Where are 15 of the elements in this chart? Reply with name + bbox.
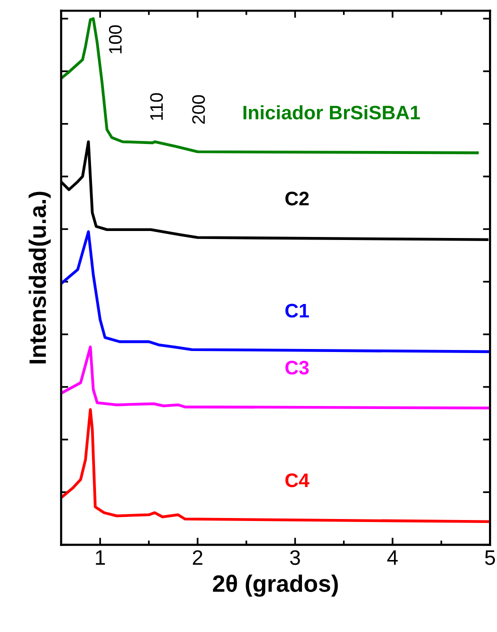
x-tick-label: 1 [96, 550, 105, 565]
x-axis-title: 2θ (grados) [212, 574, 338, 597]
series-label: C4 [285, 473, 310, 488]
x-tick-label: 4 [387, 550, 398, 565]
x-tick-label: 5 [485, 550, 495, 565]
x-tick-label: 2 [192, 550, 202, 565]
annotation: 100 [108, 25, 122, 54]
series-label: C1 [285, 304, 309, 318]
series-label: C2 [285, 192, 309, 206]
y-axis-title: Intensidad(u.a.) [28, 192, 51, 364]
series-label: C3 [285, 360, 309, 375]
annotation: 200 [192, 95, 205, 124]
series-label: Iniciador BrSiSBA1 [244, 105, 420, 120]
x-tick-label: 3 [290, 550, 300, 565]
annotation: 110 [150, 93, 163, 120]
